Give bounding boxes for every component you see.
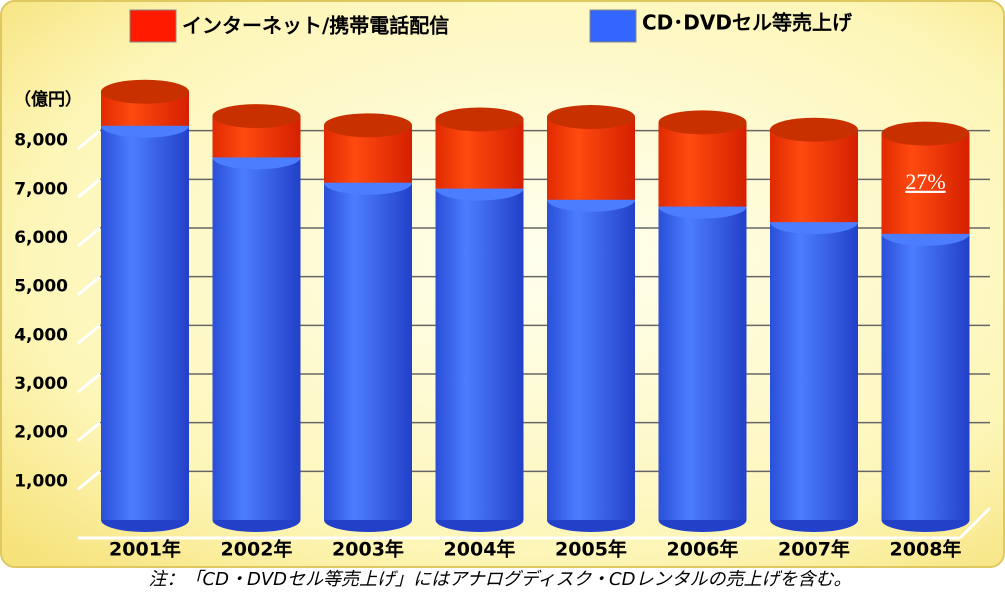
bar-segment-top xyxy=(547,105,635,130)
grid-wall xyxy=(77,226,101,248)
bar-segment-top xyxy=(212,104,301,129)
grid-wall xyxy=(77,178,101,199)
grid-wall xyxy=(77,372,101,394)
x-tick-label: 2005年 xyxy=(555,538,627,561)
bar-segment xyxy=(770,222,858,520)
bar-segment-top xyxy=(881,121,970,146)
legend-swatch xyxy=(129,9,177,43)
y-tick-label: 4,000 xyxy=(14,325,68,345)
y-tick-label: 1,000 xyxy=(14,471,68,491)
grid-wall xyxy=(77,470,101,491)
bar-segment xyxy=(101,125,189,521)
x-tick-label: 2001年 xyxy=(109,538,181,561)
bar-segment xyxy=(881,233,970,520)
bar-segment-top xyxy=(324,113,412,138)
bar-segment-top xyxy=(658,110,747,135)
bar-segment xyxy=(547,117,635,200)
x-tick-label: 2004年 xyxy=(444,538,516,561)
y-tick-label: 8,000 xyxy=(14,131,68,151)
y-tick-label: 5,000 xyxy=(14,277,68,297)
annotation: 27% xyxy=(905,169,945,194)
y-tick-label: 7,000 xyxy=(14,179,68,199)
x-tick-label: 2002年 xyxy=(221,538,293,561)
y-axis-label: （億円） xyxy=(14,89,82,110)
y-tick-label: 3,000 xyxy=(14,374,68,394)
grid-wall xyxy=(77,324,101,345)
bar-segment xyxy=(547,199,635,521)
legend-swatch xyxy=(589,9,637,43)
legend-label: CD･DVDセル等売上げ xyxy=(642,11,853,35)
bar-segment xyxy=(658,206,747,520)
bar-segment xyxy=(881,133,970,234)
bar-segment xyxy=(770,129,858,223)
x-tick-label: 2003年 xyxy=(332,538,404,561)
bar-segment-top xyxy=(770,117,858,142)
bar-segment xyxy=(212,157,301,520)
y-tick-label: 2,000 xyxy=(14,423,68,443)
floor-line xyxy=(958,506,992,540)
grid-wall xyxy=(77,275,101,296)
x-tick-label: 2006年 xyxy=(667,538,739,561)
legend-label: インターネット/携帯電話配信 xyxy=(182,14,449,38)
bar-segment-top xyxy=(435,107,524,132)
grid-wall xyxy=(77,421,101,442)
x-tick-label: 2007年 xyxy=(778,538,850,561)
footnote: 注：「CD・DVDセル等売上げ」にはアナログディスク・CDレンタルの売上げを含む… xyxy=(149,569,852,590)
grid-wall xyxy=(77,129,101,150)
y-tick-label: 6,000 xyxy=(14,228,68,248)
bar-segment xyxy=(435,188,524,520)
bar-segment-top xyxy=(101,79,189,104)
x-tick-label: 2008年 xyxy=(890,538,962,561)
bar-segment xyxy=(658,122,747,207)
bar-segment xyxy=(324,182,412,521)
